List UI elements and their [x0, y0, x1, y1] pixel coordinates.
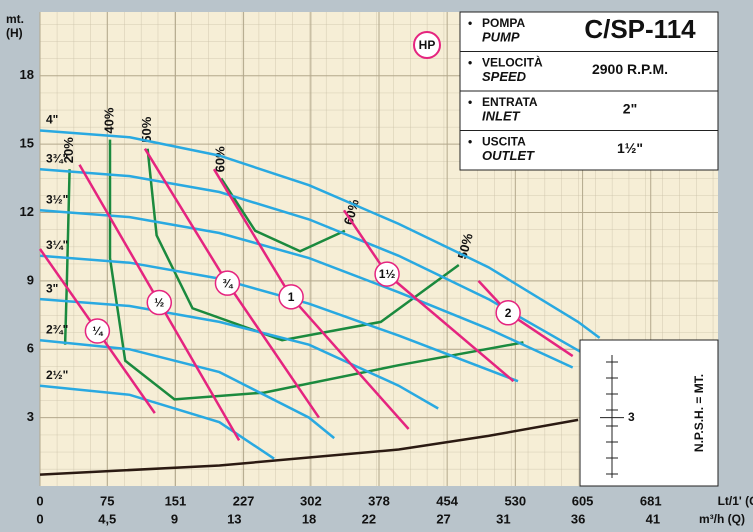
x2-tick-label: 31	[496, 511, 510, 526]
x-tick-label: 0	[36, 493, 43, 508]
info-label: ENTRATA	[482, 95, 538, 109]
info-label-en: SPEED	[482, 69, 527, 84]
y-tick-label: 9	[27, 272, 34, 287]
diameter-label: 3¼"	[46, 238, 68, 252]
x2-tick-label: 0	[36, 511, 43, 526]
x-tick-label: 530	[504, 493, 526, 508]
power-unit: HP	[419, 38, 436, 52]
x-tick-label: 378	[368, 493, 390, 508]
x2-tick-label: 22	[362, 511, 376, 526]
diameter-label: 4"	[46, 113, 58, 127]
info-label: VELOCITÀ	[482, 55, 543, 70]
npsh-label: N.P.S.H. = MT.	[692, 374, 706, 452]
power-label: 2	[505, 306, 512, 320]
efficiency-label: 40%	[101, 107, 116, 133]
info-value: 2900 R.P.M.	[592, 61, 668, 77]
info-bullet: •	[468, 135, 472, 149]
x2-tick-label: 27	[436, 511, 450, 526]
diameter-label: 3¾"	[46, 151, 68, 165]
power-label: ¼	[92, 324, 103, 338]
info-bullet: •	[468, 16, 472, 30]
x2-tick-label: 18	[302, 511, 316, 526]
power-label: ¾	[222, 276, 233, 290]
y-tick-label: 18	[20, 67, 34, 82]
x-tick-label: 454	[436, 493, 458, 508]
x2-tick-label: 13	[227, 511, 241, 526]
info-label: USCITA	[482, 135, 526, 149]
chart: 20%40%50%50%60%60%4"3¾"3½"3¼"3"2¾"2½"¼½¾…	[0, 0, 753, 532]
info-label: POMPA	[482, 16, 525, 30]
power-label: 1	[288, 290, 295, 304]
info-label-en: INLET	[482, 108, 521, 123]
info-value: 2"	[623, 101, 637, 117]
diameter-label: 2¾"	[46, 322, 68, 336]
x2-tick-label: 41	[646, 511, 660, 526]
x-tick-label: 227	[233, 493, 255, 508]
info-bullet: •	[468, 56, 472, 70]
x-tick-label: 151	[165, 493, 187, 508]
x-tick-label: 75	[100, 493, 114, 508]
y-tick-label: 3	[27, 409, 34, 424]
x-label: Lt/1' (Q)	[718, 494, 753, 508]
info-label-en: OUTLET	[482, 148, 535, 163]
diameter-label: 3"	[46, 281, 58, 295]
info-value: C/SP-114	[584, 14, 696, 44]
x-tick-label: 302	[300, 493, 322, 508]
power-label: 1½	[379, 267, 396, 281]
x2-tick-label: 9	[171, 511, 178, 526]
x2-tick-label: 36	[571, 511, 585, 526]
efficiency-label: 60%	[213, 146, 228, 172]
info-bullet: •	[468, 95, 472, 109]
x-tick-label: 681	[640, 493, 662, 508]
info-label-en: PUMP	[482, 29, 520, 44]
y-label: (H)	[6, 26, 23, 40]
y-tick-label: 6	[27, 341, 34, 356]
diameter-label: 2½"	[46, 368, 68, 382]
info-value: 1½"	[617, 140, 643, 156]
x2-tick-label: 4,5	[98, 511, 116, 526]
y-label: mt.	[6, 12, 24, 26]
power-label: ½	[154, 296, 164, 310]
page: 20%40%50%50%60%60%4"3¾"3½"3¼"3"2¾"2½"¼½¾…	[0, 0, 753, 532]
npsh-tick-label: 3	[628, 410, 635, 424]
x-tick-label: 605	[572, 493, 594, 508]
y-tick-label: 12	[20, 204, 34, 219]
diameter-label: 3½"	[46, 192, 68, 206]
x2-label: m³/h (Q)	[699, 512, 745, 526]
y-tick-label: 15	[20, 136, 34, 151]
